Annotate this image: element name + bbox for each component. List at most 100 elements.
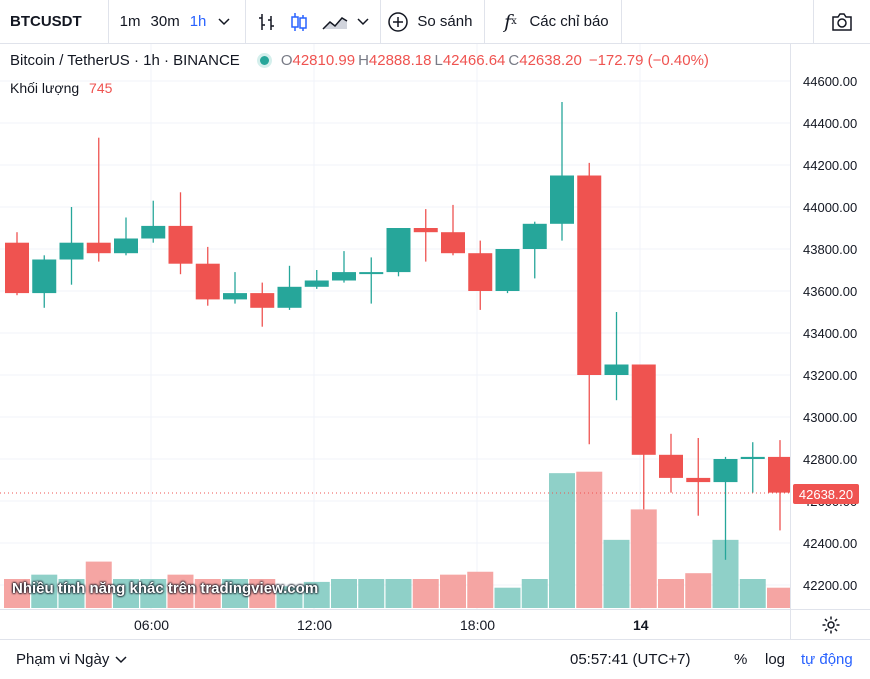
price-tick-label: 43200.00 [803,368,857,383]
volume-bar [194,579,221,608]
candle-body [740,456,765,459]
volume-bar [467,571,494,608]
date-range-button[interactable]: Phạm vi Ngày [16,651,127,668]
time-label-0600: 06:00 [134,617,170,633]
price-tick-label: 42800.00 [803,452,857,467]
volume-bar [31,574,58,608]
candlestick-icon[interactable] [286,9,312,35]
candle-body [686,477,711,483]
divider [484,0,486,44]
volume-bar [576,471,603,608]
close-value: 42638.20 [519,52,582,69]
price-tick-label: 44400.00 [803,116,857,131]
candle-body [577,175,602,375]
volume-bar [739,579,766,608]
candle-body [550,175,574,224]
chevron-down-icon[interactable] [350,9,376,35]
volume-bar [767,587,793,608]
volume-value: 745 [89,80,113,96]
low-value: 42466.64 [442,52,506,69]
volume-bar [249,579,276,608]
symbol-legend: Bitcoin / TetherUS · 1h · BINANCE O42810… [10,52,709,69]
volume-bar [358,579,385,608]
candle-body [141,225,166,239]
price-axis[interactable]: 44600.00 44400.00 44200.00 44000.00 43800.00… [790,44,870,609]
change-value: −172.79 (−0.40%) [588,52,709,69]
volume-bar [303,581,330,608]
percent-scale-button[interactable]: % [734,651,748,668]
price-tick-label: 42400.00 [803,536,857,551]
price-tick-label: 42200.00 [803,578,857,593]
candle-body [468,253,493,291]
screenshot-button[interactable] [814,0,870,44]
volume-bar [412,579,439,608]
volume-legend[interactable]: Khối lượng 745 [10,80,112,96]
price-chart-area[interactable] [0,44,793,609]
price-tick-label: 44200.00 [803,158,857,173]
volume-bar [685,573,712,608]
candle-body [631,364,656,455]
candle-body [59,242,84,260]
camera-icon [829,9,855,35]
volume-bar [440,574,466,608]
candle-body [386,228,411,273]
candle-body [495,249,520,291]
log-scale-button[interactable]: log [765,651,786,668]
volume-bar [521,579,548,608]
volume-label: Khối lượng [10,80,80,96]
candle-body [304,280,329,287]
bar-chart-icon[interactable] [254,9,280,35]
volume-bar [85,561,112,608]
high-label: H [358,52,369,69]
tradingview-watermark[interactable]: Nhiều tính năng khác trên tradingview.co… [12,580,319,597]
candle-body [277,286,302,308]
volume-bar [140,579,167,608]
divider [813,0,814,44]
high-value: 42888.18 [368,52,432,69]
legend-title[interactable]: Bitcoin / TetherUS · 1h · BINANCE [10,52,240,69]
candle-body [168,225,193,264]
time-axis[interactable]: 06:00 12:00 18:00 14 [0,609,790,639]
candle-body [522,223,547,249]
candle-body [114,238,138,254]
volume-bar [385,579,412,608]
price-tick-label: 43400.00 [803,326,857,341]
plus-circle-icon [385,9,411,35]
open-label: O [280,52,293,69]
price-tick-label: 44000.00 [803,200,857,215]
price-tick-label: 44600.00 [803,74,857,89]
current-price-tag: 42638.20 [793,484,859,504]
candle-body [86,242,111,254]
volume-bar [658,579,684,608]
timeframe-30m-button[interactable]: 30m [150,13,180,30]
area-chart-icon[interactable] [320,9,350,35]
divider [620,0,622,44]
compare-button[interactable]: So sánh [381,0,484,44]
timeframe-group: 1m 30m 1h [109,0,246,44]
candle-body [659,454,683,478]
market-status-icon[interactable] [259,56,269,65]
timeframe-1h-button[interactable]: 1h [189,13,207,30]
compare-label: So sánh [417,13,473,30]
volume-bar [549,473,575,608]
price-tick-label: 43600.00 [803,284,857,299]
volume-bar [630,509,657,608]
candle-body [223,293,247,300]
time-label-1200: 12:00 [297,617,333,633]
timezone-clock[interactable]: 05:57:41 (UTC+7) [570,651,691,668]
candle-body [5,242,29,294]
candle-body [359,272,384,275]
timeframe-1m-button[interactable]: 1m [119,13,141,30]
chevron-down-icon[interactable] [211,9,237,35]
candle-body [413,228,438,233]
time-label-1800: 18:00 [460,617,496,633]
candlestick-chart [0,44,793,609]
symbol-search-button[interactable]: BTCUSDT [10,13,82,30]
chart-settings-button[interactable] [790,609,870,639]
auto-scale-button[interactable]: tự động [801,651,853,668]
volume-bar [603,539,630,608]
chart-type-group [246,0,380,44]
price-tick-label: 43000.00 [803,410,857,425]
